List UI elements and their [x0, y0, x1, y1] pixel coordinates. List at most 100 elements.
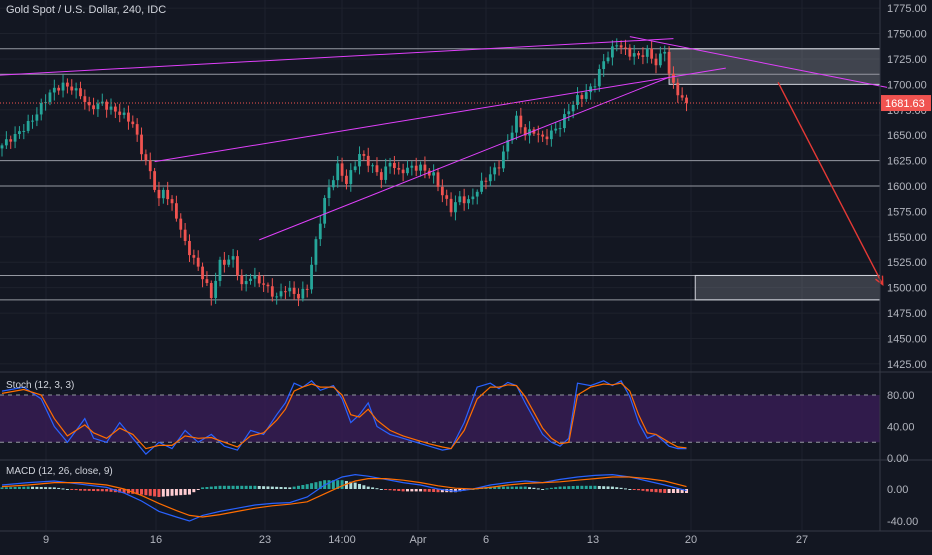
candle-body — [571, 104, 575, 112]
macd-line — [1, 473, 687, 522]
macd-histogram-bar — [31, 486, 35, 489]
candle-body — [257, 275, 261, 284]
macd-histogram-bar — [366, 486, 370, 489]
candle — [105, 99, 109, 118]
candle-body — [545, 136, 549, 140]
macd-histogram-bar — [528, 487, 532, 489]
candle-body — [554, 128, 558, 131]
candle-body — [628, 47, 632, 57]
stoch-band — [0, 394, 880, 443]
candle — [157, 181, 161, 207]
candle — [87, 96, 91, 112]
candle-body — [440, 186, 444, 196]
candle-body — [179, 218, 183, 230]
candle-body — [676, 82, 680, 96]
macd-histogram-bar — [270, 486, 274, 489]
candle — [305, 284, 309, 298]
candle — [270, 278, 274, 302]
projection-arrow — [777, 82, 884, 287]
candle — [445, 189, 449, 206]
macd-y-tick-label: 0.00 — [887, 484, 908, 496]
candle — [353, 161, 357, 173]
candle-body — [70, 86, 74, 91]
candle-body — [345, 175, 348, 184]
candle-body — [61, 82, 65, 91]
y-tick-label: 1600.00 — [887, 181, 927, 193]
macd-histogram-bar — [140, 489, 144, 495]
chart-title: Gold Spot / U.S. Dollar, 240, IDC — [6, 4, 167, 16]
macd-histogram-bar — [170, 489, 174, 496]
candle — [397, 161, 401, 175]
candle-body — [74, 88, 78, 91]
candle — [401, 163, 405, 182]
candle-body — [580, 95, 584, 99]
candle — [410, 161, 414, 176]
macd-histogram-bar — [266, 486, 270, 489]
macd-histogram-bar — [353, 482, 357, 489]
macd-histogram-bar — [327, 480, 331, 489]
candle-body — [632, 53, 636, 57]
candle — [641, 47, 645, 65]
candle — [4, 131, 8, 150]
candle-body — [541, 134, 545, 137]
candle-body — [48, 92, 52, 103]
candle — [214, 272, 218, 304]
macd-histogram-bar — [192, 489, 196, 493]
candle — [231, 248, 235, 268]
candle — [66, 78, 69, 94]
candle-body — [52, 87, 56, 93]
candle-body — [305, 288, 309, 290]
stoch-pane-title: Stoch (12, 3, 3) — [6, 380, 75, 391]
candle-body — [227, 259, 231, 265]
candle — [619, 40, 623, 55]
candle — [31, 114, 34, 129]
candle-body — [362, 154, 366, 156]
candle — [536, 125, 540, 143]
candle — [606, 51, 610, 64]
candle — [70, 79, 74, 95]
macd-histogram-bar — [545, 488, 549, 490]
candle — [35, 107, 39, 127]
x-tick-label: 16 — [150, 534, 162, 546]
resistance-zone — [668, 48, 881, 85]
candle — [349, 163, 353, 192]
candle-body — [122, 112, 126, 115]
macd-histogram-bar — [222, 485, 226, 489]
macd-histogram-bar — [549, 487, 553, 489]
candle — [83, 89, 87, 110]
candle-body — [113, 106, 117, 112]
candle — [384, 158, 388, 184]
candle — [432, 164, 436, 184]
candle — [502, 145, 505, 173]
candle — [310, 256, 313, 294]
macd-histogram-bar — [174, 489, 178, 496]
candle-body — [349, 170, 353, 184]
candle — [480, 172, 483, 195]
candle — [192, 249, 196, 265]
macd-histogram-bar — [83, 489, 87, 491]
macd-histogram-bar — [105, 489, 109, 492]
candle — [523, 123, 527, 141]
y-tick-label: 1750.00 — [887, 29, 927, 41]
candle-body — [331, 180, 335, 188]
x-tick-label: 23 — [259, 534, 271, 546]
macd-histogram-bar — [131, 489, 135, 494]
candle — [663, 45, 667, 62]
candle — [22, 124, 26, 140]
candle — [0, 143, 4, 157]
candle — [654, 53, 658, 74]
candle-body — [236, 256, 239, 276]
candle — [257, 272, 261, 288]
macd-histogram-bar — [57, 487, 61, 489]
macd-histogram-bar — [48, 487, 52, 489]
candle-body — [576, 95, 579, 105]
macd-histogram-bar — [314, 482, 318, 489]
candle-body — [597, 69, 601, 87]
candle — [584, 83, 588, 102]
candle-body — [170, 199, 174, 204]
x-tick-label: 27 — [796, 534, 808, 546]
candle-body — [480, 180, 483, 192]
last-price-tag-bg — [881, 95, 931, 112]
candle — [61, 74, 65, 98]
